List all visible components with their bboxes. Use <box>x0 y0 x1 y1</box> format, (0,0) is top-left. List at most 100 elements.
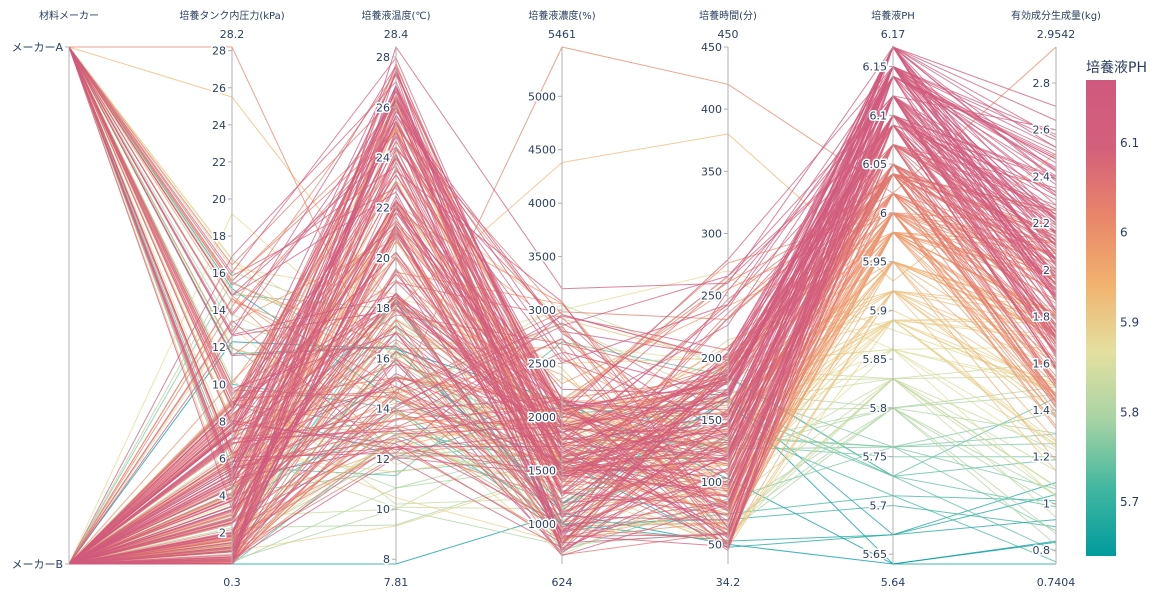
axis-tick-label: 8 <box>219 415 226 428</box>
axis-tick-label: 3000 <box>528 304 556 317</box>
axis-tick-label: 2.8 <box>1033 77 1051 90</box>
axis-tick-label: 26 <box>376 101 390 114</box>
axis-tick-label: 2.4 <box>1033 170 1051 183</box>
axis-tick-label: 4000 <box>528 197 556 210</box>
axis-tick-label: 300 <box>701 228 722 241</box>
axis-tick-label: メーカーB <box>11 558 63 571</box>
axis-range-min: 5.64 <box>881 576 906 589</box>
axis-range-min: 7.81 <box>384 576 409 589</box>
axis-tick-label: 450 <box>701 41 722 54</box>
axis-tick-label: 24 <box>376 151 390 164</box>
axis-tick-label: 24 <box>212 119 226 132</box>
axis-6[interactable]: 有効成分生成量(kg) 2.9542 0.7404 0.8 1 1.2 1.4 1.6 1.8 2… <box>1011 9 1101 589</box>
axis-tick-label: 2.2 <box>1033 217 1051 230</box>
axis-tick-label: 5.8 <box>870 402 888 415</box>
axis-tick-label: 6.05 <box>863 158 888 171</box>
axis-tick-label: 8 <box>383 553 390 566</box>
axis-tick-label: 6 <box>219 452 226 465</box>
axis-tick-label: 6.15 <box>863 61 888 74</box>
axis-tick-label: 2000 <box>528 411 556 424</box>
axis-1[interactable]: 培養タンク内圧力(kPa)28.20.324681012141618202224… <box>179 9 284 589</box>
axis-tick-label: 400 <box>701 103 722 116</box>
colorbar: 培養液PH 5.7 5.8 5.9 6 6.1 <box>1086 59 1147 556</box>
axis-range-min: 624 <box>552 576 573 589</box>
axis-tick-label: 0.8 <box>1033 544 1051 557</box>
axis-range-max: 450 <box>718 28 739 41</box>
axis-tick-label: 20 <box>212 193 226 206</box>
axis-3[interactable]: 培養液濃度(%) 5461 624 1000 1500 2000 2500 3000 3500 4… <box>527 9 596 589</box>
axis-tick-label: 100 <box>701 476 722 489</box>
axes-layer: 材料メーカーメーカーBメーカーA培養タンク内圧力(kPa)28.20.32468… <box>10 9 1101 589</box>
colorbar-tick-label: 6 <box>1120 226 1128 240</box>
colorbar-title: 培養液PH <box>1086 59 1147 76</box>
axis-range-min: 34.2 <box>716 576 741 589</box>
axis-range-min: 0.7404 <box>1037 576 1076 589</box>
axis-title: 培養タンク内圧力(kPa) <box>179 9 284 22</box>
axis-tick-label: 2 <box>1043 264 1050 277</box>
axis-tick-label: 3500 <box>528 251 556 264</box>
axis-tick-label: 5.75 <box>863 451 888 464</box>
axis-range-max: 6.17 <box>881 28 906 41</box>
axis-title: 培養液濃度(%) <box>528 9 595 22</box>
axis-tick-label: 28 <box>376 51 390 64</box>
axis-title: 培養液温度(℃) <box>361 9 430 22</box>
axis-range-max: 28.2 <box>220 28 245 41</box>
axis-4[interactable]: 培養時間(分) 450 34.2 50 100 150 200 250 300 350 400 450 <box>699 9 757 589</box>
axis-tick-label: 4 <box>219 489 226 502</box>
axis-tick-label: 2 <box>219 526 226 539</box>
axis-tick-label: 5000 <box>528 90 556 103</box>
axis-range-max: 28.4 <box>384 28 409 41</box>
axis-tick-label: 18 <box>376 302 390 315</box>
colorbar-tick-label: 6.1 <box>1120 136 1139 150</box>
axis-tick-label: 16 <box>212 267 226 280</box>
axis-tick-label: 1.8 <box>1033 311 1051 324</box>
axis-tick-label: 20 <box>376 252 390 265</box>
axis-tick-label: 10 <box>376 503 390 516</box>
axis-tick-label: 22 <box>376 202 390 215</box>
axis-tick-label: メーカーA <box>11 41 63 54</box>
axis-tick-label: 1.2 <box>1033 451 1051 464</box>
axis-title: 有効成分生成量(kg) <box>1011 9 1101 22</box>
axis-tick-label: 26 <box>212 82 226 95</box>
axis-tick-label: 250 <box>701 290 722 303</box>
axis-tick-label: 5.9 <box>870 304 888 317</box>
axis-tick-label: 2.6 <box>1033 124 1051 137</box>
colorbar-tick-label: 5.8 <box>1120 405 1139 419</box>
axis-title: 培養時間(分) <box>699 9 757 22</box>
axis-5[interactable]: 培養液PH 6.17 5.64 5.65 5.7 5.75 5.8 5.85 5.9 5.95 6 6… <box>861 9 915 589</box>
axis-tick-label: 1000 <box>528 518 556 531</box>
axis-tick-label: 1 <box>1043 497 1050 510</box>
axis-range-max: 5461 <box>548 28 576 41</box>
axis-tick-label: 150 <box>701 414 722 427</box>
axis-tick-label: 5.7 <box>870 499 888 512</box>
axis-tick-label: 28 <box>212 45 226 58</box>
axis-tick-label: 5.95 <box>863 256 888 269</box>
axis-tick-label: 10 <box>212 378 226 391</box>
axis-tick-label: 1.4 <box>1033 404 1051 417</box>
axis-tick-label: 6 <box>880 207 887 220</box>
axis-tick-label: 22 <box>212 156 226 169</box>
axis-tick-label: 200 <box>701 352 722 365</box>
axis-tick-label: 1.6 <box>1033 357 1051 370</box>
axis-tick-label: 12 <box>212 341 226 354</box>
colorbar-tick-label: 5.9 <box>1120 315 1139 329</box>
axis-tick-label: 14 <box>212 304 226 317</box>
axis-tick-label: 4500 <box>528 144 556 157</box>
axis-tick-label: 50 <box>708 538 722 551</box>
axis-tick-label: 5.85 <box>863 353 888 366</box>
axis-tick-label: 350 <box>701 165 722 178</box>
axis-tick-label: 14 <box>376 403 390 416</box>
colorbar-gradient <box>1086 80 1116 556</box>
axis-range-min: 0.3 <box>223 576 241 589</box>
axis-title: 培養液PH <box>871 9 915 22</box>
axis-tick-label: 16 <box>376 352 390 365</box>
axis-range-max: 2.9542 <box>1037 28 1076 41</box>
axis-tick-label: 12 <box>376 453 390 466</box>
axis-2[interactable]: 培養液温度(℃) 28.4 7.81 8 10 12 14 16 18 20 22 24 26 28 <box>361 9 430 589</box>
axis-tick-label: 5.65 <box>863 548 888 561</box>
axis-tick-label: 2500 <box>528 357 556 370</box>
colorbar-tick-label: 5.7 <box>1120 495 1139 509</box>
axis-tick-label: 1500 <box>528 464 556 477</box>
